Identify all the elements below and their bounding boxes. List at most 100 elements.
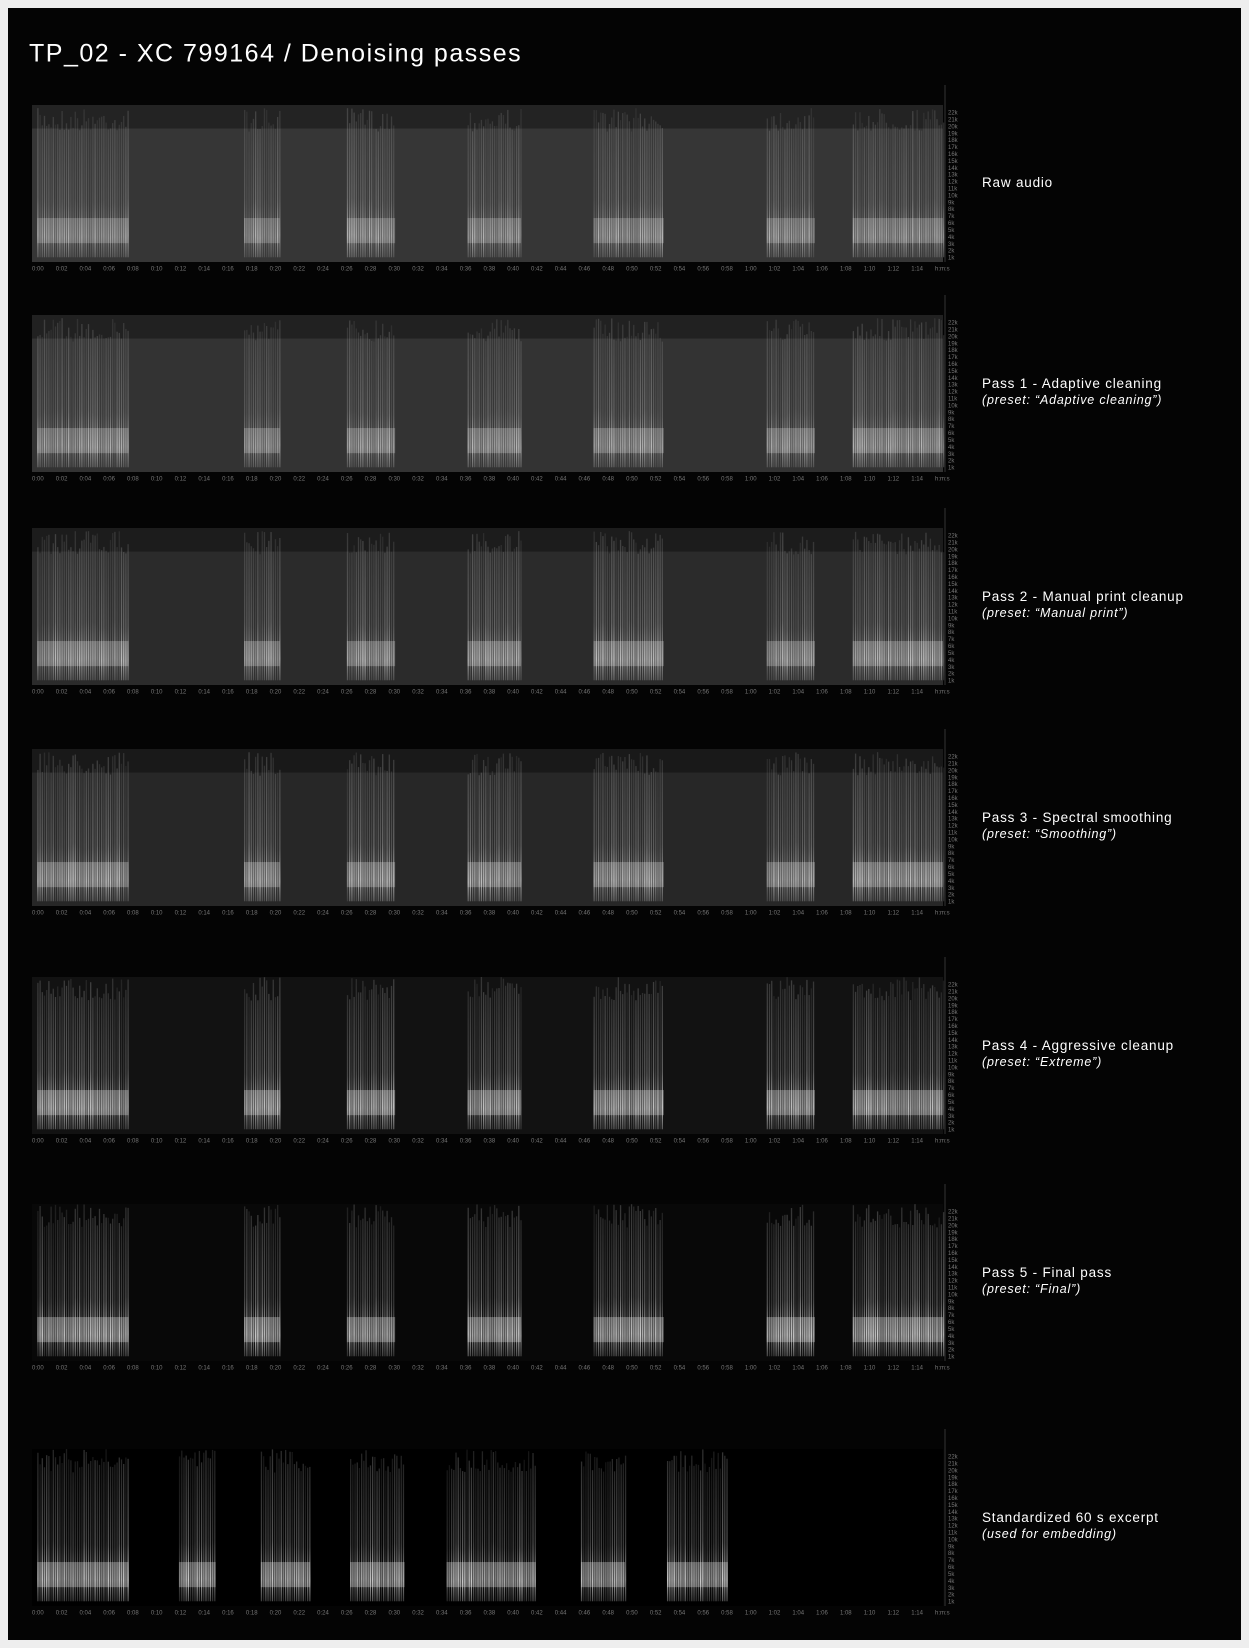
time-label: 0:06 — [103, 1366, 115, 1372]
time-label: 0:48 — [602, 690, 614, 696]
time-label: 0:06 — [103, 267, 115, 273]
freq-label: 16k — [948, 796, 959, 802]
freq-label: 18k — [948, 1237, 959, 1243]
freq-label: 6k — [948, 1320, 955, 1326]
time-label: 0:50 — [626, 690, 638, 696]
call-band — [244, 641, 280, 666]
time-label: 0:26 — [341, 690, 353, 696]
time-label: 0:14 — [198, 1611, 210, 1617]
freq-label: 8k — [948, 851, 955, 857]
freq-label: 5k — [948, 1327, 955, 1333]
freq-label: 9k — [948, 410, 955, 416]
spectrogram — [32, 85, 945, 262]
time-label: 0:00 — [32, 1366, 44, 1372]
time-label: 1:06 — [816, 1366, 828, 1372]
time-label: 0:14 — [198, 267, 210, 273]
time-label: 0:28 — [365, 477, 377, 483]
call-band — [767, 1317, 815, 1342]
freq-label: 7k — [948, 858, 955, 864]
freq-label: 22k — [948, 755, 959, 761]
time-label: 1:10 — [864, 690, 876, 696]
time-label: 0:50 — [626, 267, 638, 273]
time-label: 1:14 — [911, 477, 923, 483]
time-label: 0:46 — [579, 267, 591, 273]
freq-label: 14k — [948, 589, 959, 595]
time-label: 1:08 — [840, 267, 852, 273]
call-band — [594, 641, 664, 666]
freq-label: 1k — [948, 256, 955, 262]
freq-label: 19k — [948, 341, 959, 347]
call-band — [347, 641, 395, 666]
time-label: 0:36 — [460, 911, 472, 917]
time-label: 1:00 — [745, 911, 757, 917]
time-label: 1:12 — [887, 1139, 899, 1145]
time-label: 0:20 — [270, 1366, 282, 1372]
time-label: 1:10 — [864, 477, 876, 483]
panel-label: Standardized 60 s excerpt — [982, 1510, 1159, 1525]
time-label: 1:12 — [887, 911, 899, 917]
freq-label: 15k — [948, 369, 959, 375]
time-label: 1:08 — [840, 477, 852, 483]
time-label: 0:56 — [697, 1611, 709, 1617]
time-label: 0:06 — [103, 911, 115, 917]
time-label: 0:00 — [32, 1139, 44, 1145]
time-label: 0:18 — [246, 1366, 258, 1372]
time-label: 0:02 — [56, 1139, 68, 1145]
time-label: 0:38 — [484, 477, 496, 483]
call-band — [767, 1090, 815, 1115]
time-label: 0:12 — [175, 1366, 187, 1372]
freq-label: 18k — [948, 561, 959, 567]
call-band — [347, 428, 395, 453]
time-label: 0:06 — [103, 690, 115, 696]
time-label: 0:10 — [151, 1139, 163, 1145]
time-label: 0:22 — [293, 690, 305, 696]
time-label: 0:16 — [222, 477, 234, 483]
time-label: 0:50 — [626, 911, 638, 917]
freq-label: 17k — [948, 789, 959, 795]
freq-label: 11k — [948, 1531, 958, 1537]
panel-label: Pass 3 - Spectral smoothing — [982, 810, 1172, 825]
time-label: 0:08 — [127, 477, 139, 483]
freq-label: 9k — [948, 1072, 955, 1078]
time-label: 0:34 — [436, 1611, 448, 1617]
call-band — [468, 428, 522, 453]
time-label: 0:00 — [32, 267, 44, 273]
time-label: 0:46 — [579, 1611, 591, 1617]
time-label: 0:02 — [56, 477, 68, 483]
panel-preset: (used for embedding) — [982, 1527, 1117, 1541]
time-label: 0:32 — [412, 477, 424, 483]
time-label: 0:14 — [198, 911, 210, 917]
time-label: 0:56 — [697, 477, 709, 483]
call-band — [468, 641, 522, 666]
freq-label: 2k — [948, 1121, 955, 1127]
call-band — [767, 218, 815, 243]
freq-label: 7k — [948, 214, 955, 220]
time-label: 0:38 — [484, 1139, 496, 1145]
time-label: 0:42 — [531, 1611, 543, 1617]
freq-label: 3k — [948, 886, 955, 892]
time-label: 0:52 — [650, 477, 662, 483]
time-label: 1:04 — [792, 267, 804, 273]
time-label: 0:50 — [626, 1611, 638, 1617]
time-label: 0:50 — [626, 477, 638, 483]
freq-label: 13k — [948, 1272, 959, 1278]
time-label: 1:14 — [911, 1366, 923, 1372]
time-label: 0:04 — [80, 690, 92, 696]
freq-label: 12k — [948, 1524, 959, 1530]
call-band — [581, 1562, 625, 1587]
time-label: 0:08 — [127, 1366, 139, 1372]
time-label: 0:14 — [198, 1366, 210, 1372]
call-band — [468, 862, 522, 887]
freq-label: 18k — [948, 348, 959, 354]
freq-label: 16k — [948, 1496, 959, 1502]
time-label: 0:48 — [602, 267, 614, 273]
time-label: 1:08 — [840, 1139, 852, 1145]
time-label: 0:28 — [365, 1139, 377, 1145]
time-label: 0:12 — [175, 477, 187, 483]
freq-label: 14k — [948, 376, 959, 382]
time-label: 1:10 — [864, 911, 876, 917]
freq-label: 3k — [948, 1341, 955, 1347]
time-label: 0:32 — [412, 1611, 424, 1617]
time-label: 0:08 — [127, 1139, 139, 1145]
freq-label: 4k — [948, 1579, 955, 1585]
